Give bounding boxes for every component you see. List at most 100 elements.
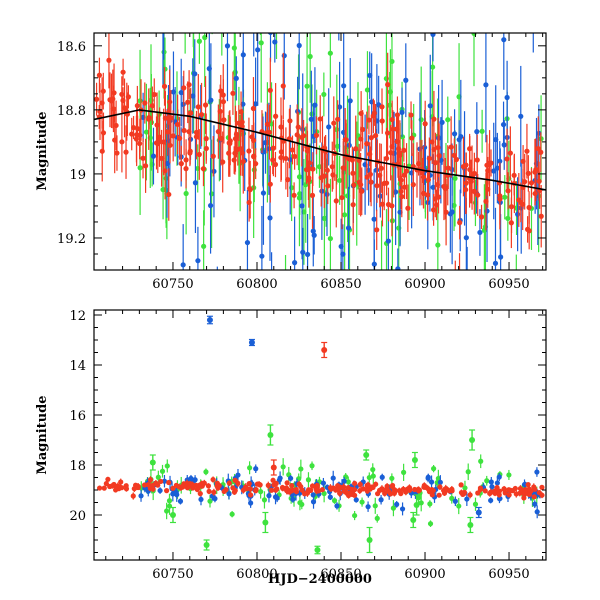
- bottom-green-point: [166, 498, 173, 504]
- bottom-y-tick-label: 16: [69, 409, 86, 424]
- top-red-point: [367, 171, 373, 177]
- bottom-red-point: [364, 488, 370, 494]
- bottom-blue-point: [334, 503, 340, 509]
- top-red-point: [426, 155, 432, 162]
- top-blue-point: [367, 72, 373, 79]
- bottom-x-tick-label: 60900: [404, 567, 445, 582]
- bottom-red-point: [501, 486, 507, 492]
- top-red-point: [159, 155, 165, 161]
- bottom-green-point: [374, 515, 380, 521]
- bottom-red-point: [421, 482, 427, 489]
- bottom-red-point: [101, 485, 107, 491]
- top-x-tick-label: 60850: [320, 277, 361, 292]
- bottom-ticks: 60750 60800 60850 60900 60950 12 14 16 18 20: [69, 309, 546, 582]
- top-blue-point: [300, 249, 306, 255]
- top-red-point: [467, 146, 473, 152]
- top-red-point: [99, 148, 105, 154]
- bottom-blue-point: [489, 484, 495, 490]
- top-y-tick-label: 19.2: [57, 232, 86, 247]
- top-y-tick-label: 18.6: [57, 40, 86, 55]
- top-red-point: [218, 135, 224, 142]
- bottom-blue-point: [452, 498, 458, 504]
- top-red-point: [535, 145, 541, 152]
- top-red-point: [165, 129, 171, 135]
- bottom-red-point: [197, 491, 203, 497]
- top-red-point: [525, 170, 531, 176]
- top-green-point: [379, 277, 384, 282]
- top-ticks: 60750 60800 60850 60900 60950 18.6 18.8 19 19.2: [57, 33, 546, 292]
- top-red-point: [170, 133, 176, 139]
- top-blue-point: [501, 142, 507, 148]
- top-blue-point: [251, 27, 256, 32]
- top-red-point: [538, 149, 544, 155]
- bottom-x-tick-label: 60850: [320, 567, 361, 582]
- bottom-green-point: [390, 505, 397, 511]
- top-blue-point: [395, 266, 401, 270]
- bottom-green-outlier-point: [411, 457, 418, 463]
- bottom-red-point: [290, 487, 296, 493]
- top-red-point: [451, 152, 457, 158]
- top-red-point: [350, 202, 356, 208]
- top-red-point: [294, 132, 300, 138]
- bottom-green-outlier-point: [413, 502, 420, 508]
- bottom-blue-point: [288, 475, 294, 481]
- bottom-red-point: [284, 488, 290, 494]
- bottom-panel: 60750 60800 60850 60900 60950 12 14 16 18 20 Magn…: [35, 309, 547, 587]
- top-red-point: [457, 282, 462, 287]
- bottom-red-point: [158, 478, 164, 485]
- bottom-green-point: [299, 501, 305, 508]
- top-green-point: [304, 83, 310, 89]
- top-blue-point: [224, 43, 231, 49]
- top-red-point: [379, 104, 385, 110]
- bottom-red-point: [97, 485, 103, 491]
- bottom-green-point: [472, 501, 479, 507]
- top-blue-point: [272, 39, 278, 45]
- bottom-red-point: [519, 487, 525, 493]
- bottom-green-point: [389, 475, 395, 481]
- top-red-point: [359, 188, 365, 194]
- bottom-blue-point: [330, 475, 336, 481]
- top-green-point: [452, 175, 458, 181]
- top-red-point: [372, 133, 379, 139]
- bottom-green-point: [370, 473, 376, 479]
- top-blue-point: [180, 262, 186, 268]
- top-red-point: [401, 147, 407, 153]
- top-red-point: [346, 156, 352, 162]
- bottom-blue-point: [226, 491, 232, 497]
- bottom-green-point: [478, 458, 484, 464]
- bottom-green-point: [229, 511, 235, 517]
- bottom-red-point: [246, 481, 252, 487]
- bottom-red-point: [403, 489, 409, 495]
- bottom-blue-point: [365, 504, 371, 510]
- top-red-point: [237, 146, 244, 152]
- top-x-tick-label: 60950: [488, 277, 529, 292]
- top-red-point: [398, 188, 404, 194]
- top-blue-point: [150, 153, 157, 159]
- bottom-green-point: [449, 495, 455, 501]
- top-blue-point: [161, 3, 166, 8]
- bottom-blue-point: [320, 480, 327, 486]
- bottom-red-point: [226, 480, 232, 486]
- bottom-red-point: [389, 482, 396, 489]
- top-blue-point: [403, 77, 409, 83]
- bottom-green-point: [431, 466, 437, 472]
- bottom-blue-point: [138, 493, 144, 499]
- top-red-point: [475, 192, 481, 198]
- bottom-blue-point: [379, 474, 385, 480]
- top-red-point: [94, 96, 100, 102]
- top-red-point: [119, 91, 125, 97]
- top-red-point: [422, 121, 428, 127]
- top-red-point: [378, 165, 384, 171]
- top-red-point: [366, 117, 372, 123]
- top-red-point: [374, 183, 380, 189]
- bottom-red-point: [376, 487, 383, 493]
- bottom-green-point: [280, 464, 286, 470]
- top-red-point: [483, 198, 489, 204]
- bottom-green-point: [321, 490, 327, 497]
- bottom-green-point: [155, 474, 161, 480]
- bottom-red-point: [512, 485, 518, 492]
- bottom-green-point: [359, 499, 365, 505]
- top-blue-point: [518, 113, 524, 119]
- top-red-point: [353, 146, 359, 152]
- top-red-point: [419, 169, 425, 176]
